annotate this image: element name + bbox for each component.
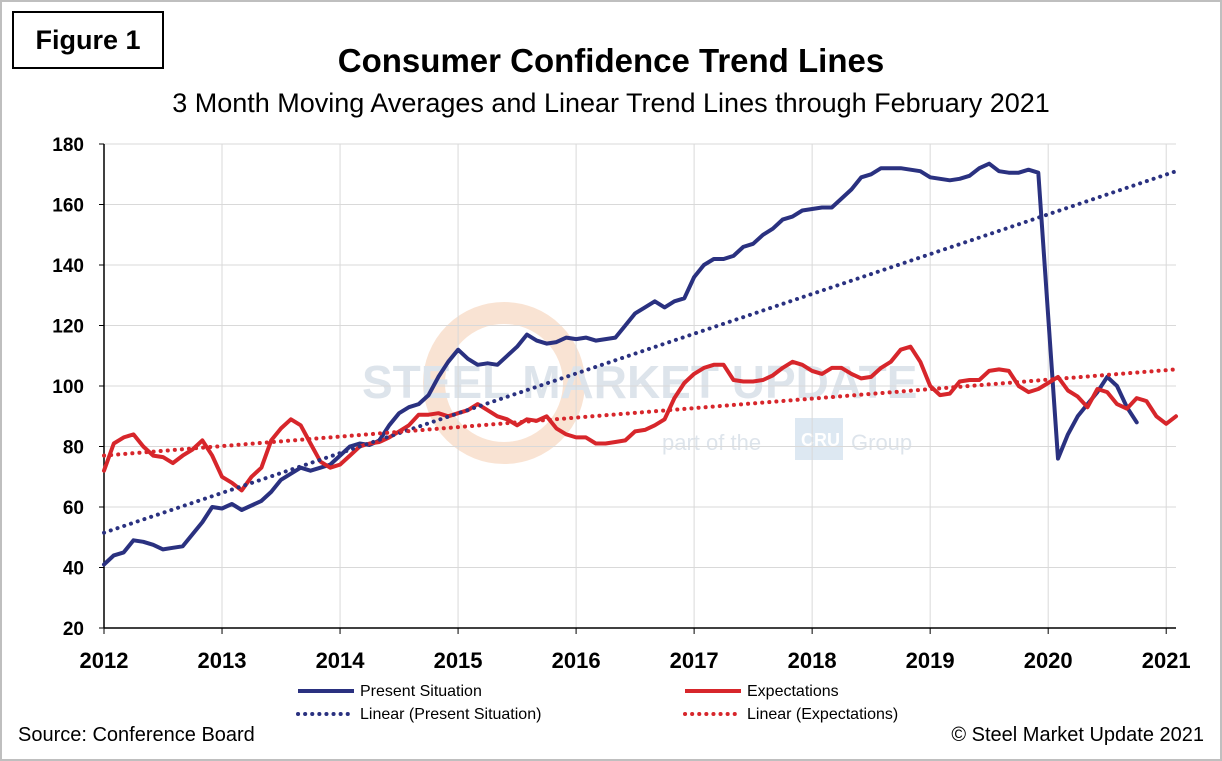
watermark-cru-box xyxy=(795,418,843,460)
trend-line-linear-expectations xyxy=(102,367,1178,458)
watermark: STEEL MARKET UPDATE part of the CRU Grou… xyxy=(362,302,917,464)
x-axis-ticks: 2012 2013 2014 2015 2016 2017 2018 2019 2020 2021 xyxy=(80,628,1191,673)
x-tick-label: 2017 xyxy=(670,648,719,673)
legend-label-present-situation: Present Situation xyxy=(360,683,482,700)
watermark-cru-text: CRU xyxy=(801,430,840,450)
x-tick-label: 2016 xyxy=(552,648,601,673)
y-tick-label: 120 xyxy=(52,317,84,338)
x-tick-label: 2020 xyxy=(1024,648,1073,673)
chart-title: Consumer Confidence Trend Lines xyxy=(337,42,885,79)
x-tick-label: 2013 xyxy=(198,648,247,673)
chart-subtitle: 3 Month Moving Averages and Linear Trend… xyxy=(172,88,1050,118)
y-axis-ticks: 20 40 60 80 100 120 140 160 180 xyxy=(52,135,104,640)
watermark-group-text: Group xyxy=(851,430,912,455)
legend-label-linear-present-situation: Linear (Present Situation) xyxy=(360,706,541,723)
x-tick-label: 2012 xyxy=(80,648,129,673)
x-tick-label: 2019 xyxy=(906,648,955,673)
y-tick-label: 60 xyxy=(63,498,84,519)
trend-line-linear-present-situation xyxy=(102,169,1178,535)
x-tick-label: 2018 xyxy=(788,648,837,673)
y-tick-label: 40 xyxy=(63,559,84,580)
legend-label-linear-expectations: Linear (Expectations) xyxy=(747,706,898,723)
x-tick-label: 2014 xyxy=(316,648,366,673)
x-tick-label: 2021 xyxy=(1142,648,1191,673)
y-tick-label: 160 xyxy=(52,196,84,217)
watermark-text: STEEL MARKET UPDATE xyxy=(362,356,917,408)
gridlines xyxy=(103,143,1176,629)
watermark-subtext: part of the xyxy=(662,430,761,455)
figure-label: Figure 1 xyxy=(12,11,164,69)
y-tick-label: 80 xyxy=(63,438,84,459)
y-tick-label: 180 xyxy=(52,135,84,156)
legend-label-expectations: Expectations xyxy=(747,683,839,700)
y-tick-label: 140 xyxy=(52,256,84,277)
y-tick-label: 100 xyxy=(52,377,84,398)
copyright-note: © Steel Market Update 2021 xyxy=(951,724,1204,746)
y-tick-label: 20 xyxy=(63,619,84,640)
series-line-present-situation xyxy=(102,161,1139,567)
x-tick-label: 2015 xyxy=(434,648,483,673)
legend: Present Situation Expectations Linear (Pre… xyxy=(296,683,898,723)
series-line-expectations xyxy=(102,344,1178,493)
source-note: Source: Conference Board xyxy=(18,724,255,746)
series-group xyxy=(102,161,1178,567)
